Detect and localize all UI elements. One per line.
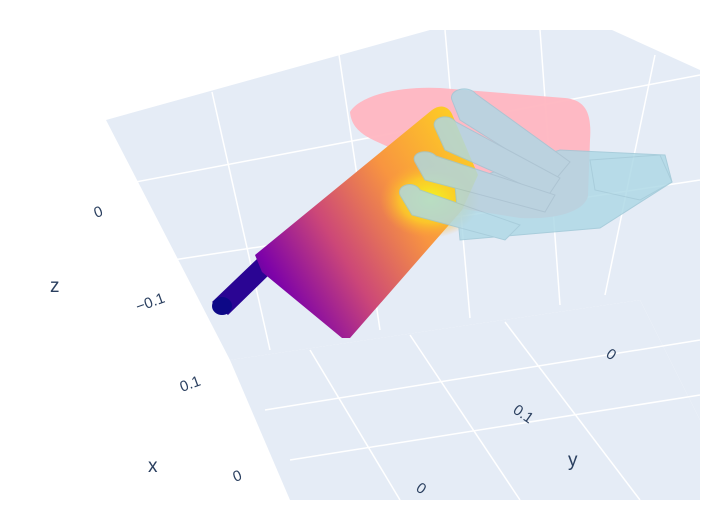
object-handle-tip (212, 297, 232, 315)
y-axis-title: y (568, 450, 578, 471)
x-tick-0: 0.1 (178, 373, 203, 396)
z-tick-1: −0.1 (134, 290, 168, 316)
z-axis-title: z (50, 276, 60, 297)
finger-middle (433, 116, 561, 197)
x-tick-1: 0 (231, 467, 245, 486)
x-axis-title: x (148, 456, 158, 477)
hand-wrist (589, 154, 673, 201)
finger-index (451, 88, 571, 181)
pane-floor (230, 300, 700, 500)
z-tick-0: 0 (92, 203, 106, 222)
finger-ring (413, 151, 556, 213)
finger-thumb (398, 184, 521, 241)
hand-mesh (398, 88, 673, 241)
